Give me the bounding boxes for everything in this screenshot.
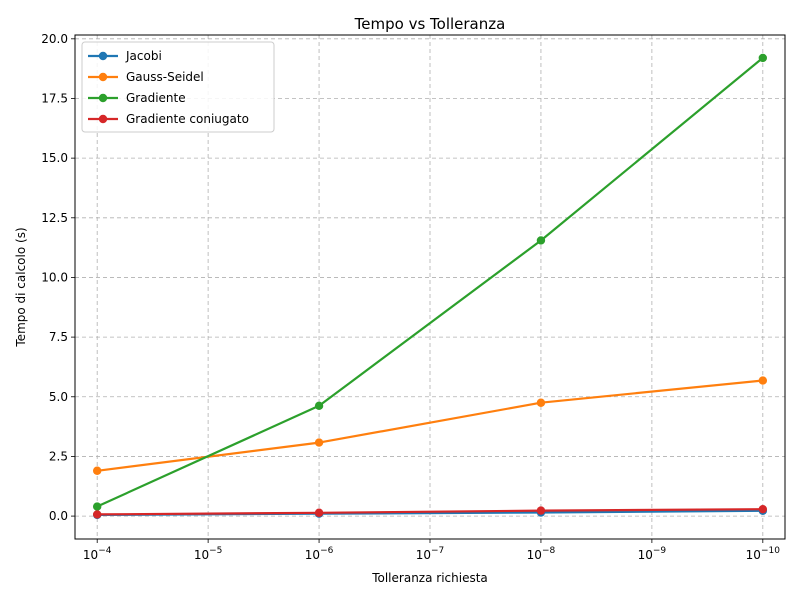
series-line bbox=[97, 508, 763, 516]
y-axis-ticks: 0.0 2.5 5.0 7.5 10.0 12.5 15.0 17.5 20.0 bbox=[41, 32, 75, 523]
legend: Jacobi Gauss-Seidel Gradiente Gradiente con… bbox=[81, 41, 275, 133]
x-tick-base: 10 bbox=[638, 548, 653, 562]
y-tick-label: 17.5 bbox=[41, 91, 68, 105]
legend-marker bbox=[98, 93, 108, 103]
x-tick-label: 10−8 bbox=[527, 546, 556, 562]
x-tick-label: 10−10 bbox=[746, 546, 781, 562]
legend-marker bbox=[98, 114, 108, 124]
y-tick-label: 2.5 bbox=[49, 449, 68, 463]
series-point bbox=[758, 504, 768, 514]
series-line bbox=[96, 57, 764, 508]
x-tick-label: 10−5 bbox=[194, 546, 223, 562]
x-axis-ticks: 10−4 10−5 10−6 10−7 10−8 10−9 10−10 bbox=[83, 539, 780, 562]
series-point bbox=[92, 510, 102, 519]
x-tick-base: 10 bbox=[83, 548, 98, 562]
x-tick-label: 10−7 bbox=[416, 546, 445, 562]
legend-label: Gradiente bbox=[126, 91, 186, 105]
chart-title: Tempo vs Tolleranza bbox=[354, 15, 506, 33]
series-point bbox=[92, 466, 102, 475]
x-tick-exponent: −8 bbox=[542, 546, 556, 556]
series-point bbox=[758, 53, 768, 63]
grid-lines bbox=[75, 35, 785, 539]
y-tick-label: 7.5 bbox=[49, 330, 68, 344]
y-tick-label: 10.0 bbox=[41, 270, 68, 284]
y-tick-label: 12.5 bbox=[41, 211, 68, 225]
series-point bbox=[758, 376, 768, 385]
series-point bbox=[314, 401, 324, 411]
x-tick-base: 10 bbox=[305, 548, 320, 562]
x-tick-base: 10 bbox=[194, 548, 209, 562]
x-axis-label: Tolleranza richiesta bbox=[371, 571, 488, 585]
x-tick-exponent: −10 bbox=[761, 546, 780, 556]
y-tick-label: 20.0 bbox=[41, 32, 68, 46]
x-tick-base: 10 bbox=[416, 548, 431, 562]
x-tick-base: 10 bbox=[746, 548, 761, 562]
x-tick-exponent: −6 bbox=[320, 546, 334, 556]
series-point bbox=[536, 398, 546, 407]
legend-marker bbox=[98, 72, 108, 82]
x-tick-exponent: −7 bbox=[431, 546, 444, 556]
y-axis-label: Tempo di calcolo (s) bbox=[14, 227, 28, 347]
series-point bbox=[314, 438, 324, 447]
legend-marker bbox=[98, 51, 108, 61]
x-tick-label: 10−9 bbox=[638, 546, 667, 562]
series-point bbox=[536, 506, 546, 515]
legend-label: Gauss-Seidel bbox=[126, 70, 204, 84]
series-layer bbox=[92, 53, 768, 520]
series-point bbox=[314, 508, 324, 517]
x-tick-base: 10 bbox=[527, 548, 542, 562]
x-tick-exponent: −5 bbox=[209, 546, 222, 556]
legend-label: Gradiente coniugato bbox=[126, 112, 249, 126]
x-tick-exponent: −4 bbox=[98, 546, 112, 556]
series-point bbox=[536, 236, 546, 245]
x-tick-label: 10−4 bbox=[83, 546, 112, 562]
y-tick-label: 5.0 bbox=[49, 390, 68, 404]
x-tick-exponent: −9 bbox=[653, 546, 667, 556]
x-tick-label: 10−6 bbox=[305, 546, 334, 562]
legend-label: Jacobi bbox=[125, 49, 162, 63]
y-tick-label: 15.0 bbox=[41, 151, 68, 165]
series-point bbox=[92, 502, 102, 511]
y-tick-label: 0.0 bbox=[49, 509, 68, 523]
legend-box bbox=[81, 41, 275, 133]
